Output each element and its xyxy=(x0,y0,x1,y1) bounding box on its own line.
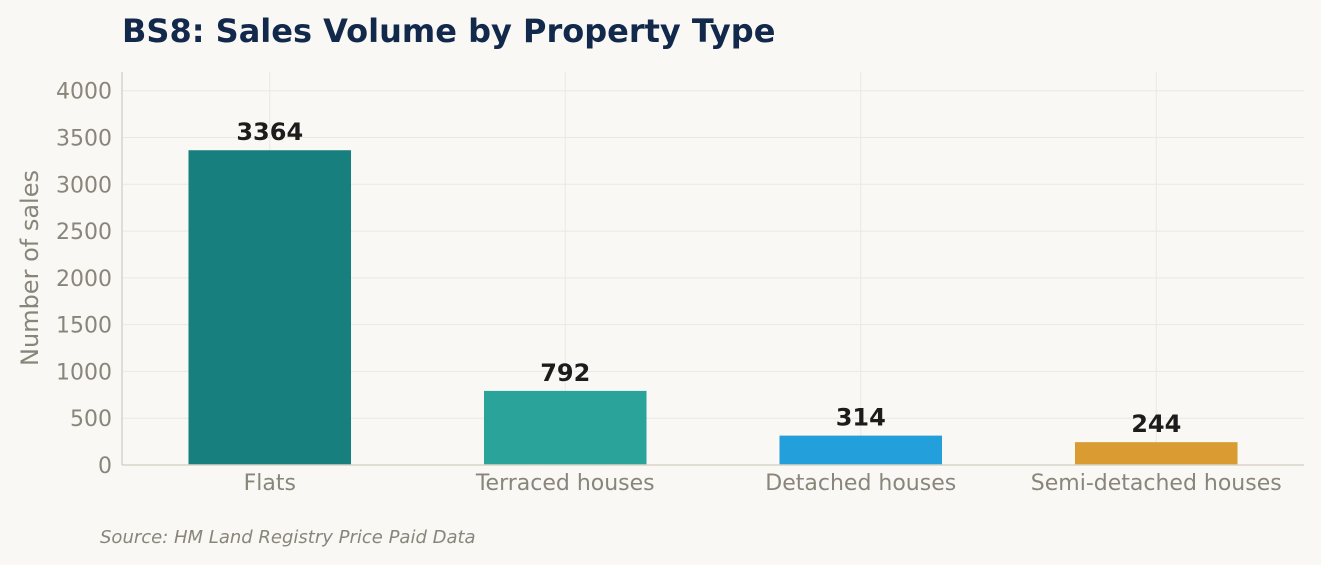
source-note: Source: HM Land Registry Price Paid Data xyxy=(100,527,476,548)
x-tick-label: Flats xyxy=(244,471,296,496)
y-tick-label: 3500 xyxy=(56,127,112,152)
y-tick-label: 3000 xyxy=(56,173,112,198)
y-tick-label: 1500 xyxy=(56,314,112,339)
y-tick-label: 2500 xyxy=(56,220,112,245)
x-axis-ticks: Flats Terraced houses Detached houses Semi-… xyxy=(244,471,1282,496)
y-axis-ticks: 0 500 1000 1500 2000 2500 3000 3500 4000 xyxy=(56,80,112,479)
bar-value-label: 314 xyxy=(836,404,886,432)
y-tick-label: 500 xyxy=(70,407,112,432)
bar xyxy=(779,435,943,465)
x-tick-label: Terraced houses xyxy=(475,471,655,496)
bars xyxy=(188,150,1238,465)
bar-value-label: 3364 xyxy=(236,118,303,146)
bar-value-label: 244 xyxy=(1131,410,1181,438)
y-axis-label: Number of sales xyxy=(16,170,44,366)
bar xyxy=(188,150,352,465)
y-tick-label: 4000 xyxy=(56,80,112,105)
y-tick-label: 1000 xyxy=(56,360,112,385)
bar-value-label: 792 xyxy=(540,359,590,387)
x-tick-label: Semi-detached houses xyxy=(1031,471,1282,496)
y-tick-label: 0 xyxy=(98,454,112,479)
y-tick-label: 2000 xyxy=(56,267,112,292)
data-labels: 3364 792 314 244 xyxy=(236,118,1181,438)
bar xyxy=(1074,442,1238,465)
chart-title: BS8: Sales Volume by Property Type xyxy=(122,12,775,50)
bar xyxy=(483,390,647,465)
x-tick-label: Detached houses xyxy=(765,471,956,496)
